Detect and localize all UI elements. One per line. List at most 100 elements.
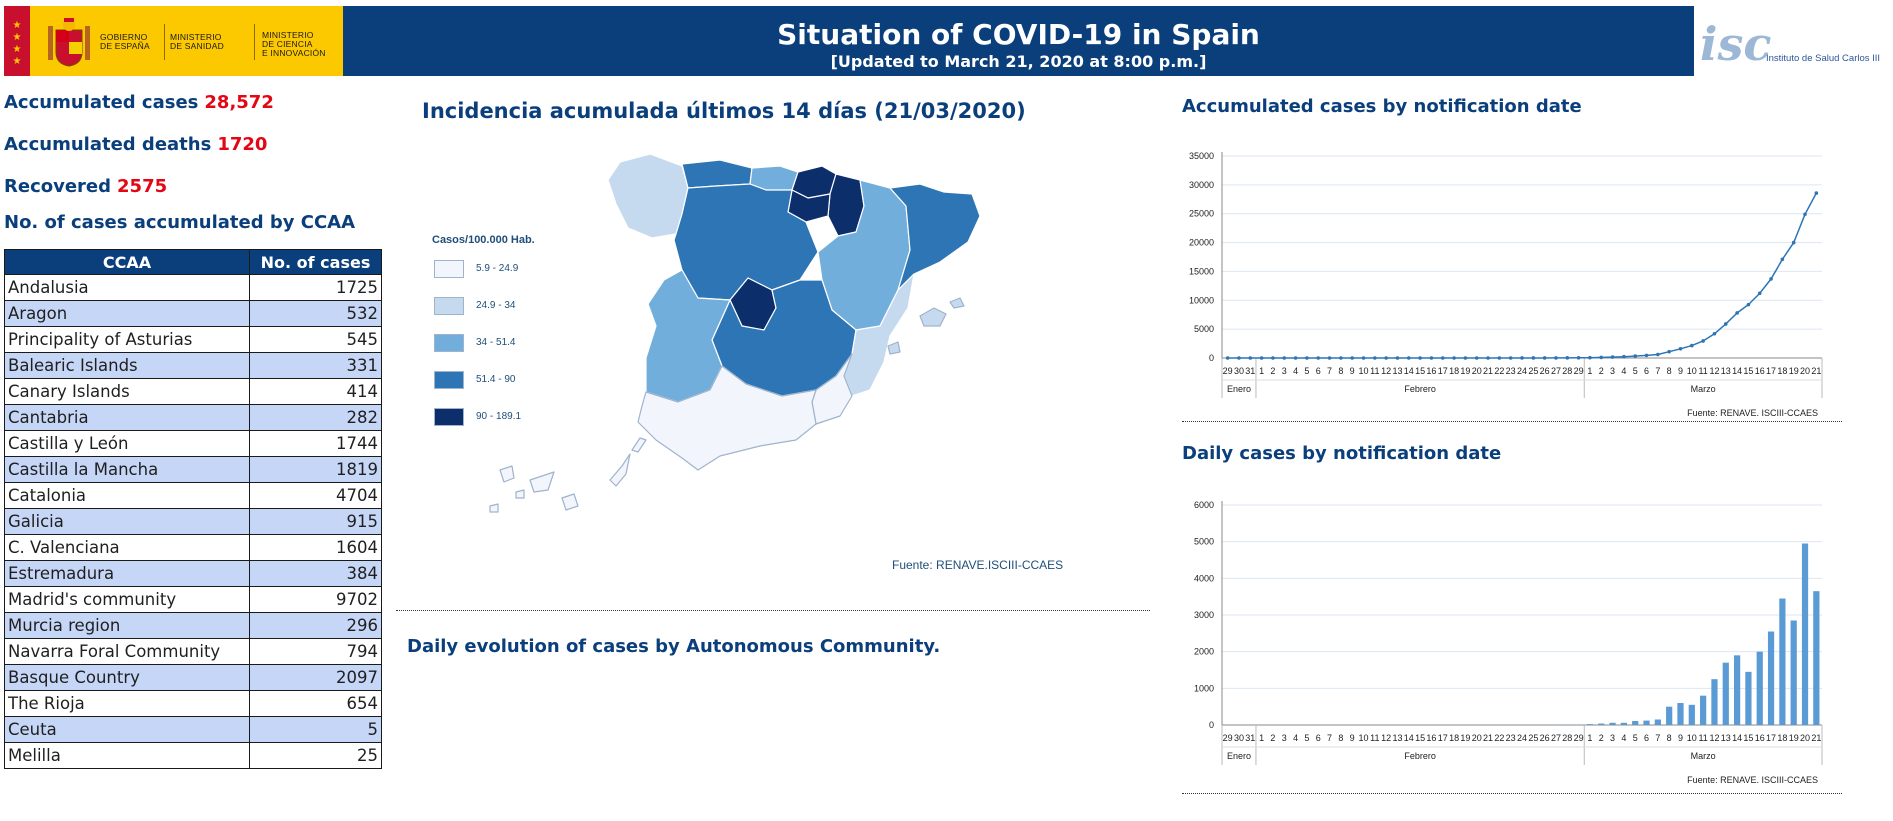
- x-tick-label: 6: [1644, 733, 1649, 743]
- x-tick-label: 31: [1245, 733, 1255, 743]
- data-point: [1712, 331, 1717, 336]
- region-canary-islands: [499, 465, 515, 483]
- data-point: [1373, 356, 1377, 360]
- data-point: [1554, 356, 1558, 360]
- x-tick-label: 23: [1506, 366, 1516, 376]
- bar: [1801, 543, 1809, 725]
- ccaa-cases-cell: 9702: [249, 586, 382, 613]
- header-separator: [164, 24, 165, 60]
- bar: [1767, 631, 1775, 725]
- ccaa-cases-cell: 282: [249, 404, 382, 431]
- y-tick-label: 1000: [1194, 683, 1214, 693]
- ccaa-name-cell: Canary Islands: [4, 378, 250, 405]
- ccaa-name-cell: Ceuta: [4, 716, 250, 743]
- x-tick-label: 3: [1610, 733, 1615, 743]
- data-point: [1814, 191, 1819, 195]
- ccaa-cases-cell: 5: [249, 716, 382, 743]
- data-point: [1588, 355, 1592, 360]
- x-tick-label: 15: [1415, 366, 1425, 376]
- table-row: Basque Country 2097: [4, 664, 382, 691]
- map-legend: Casos/100.000 Hab. 5.9 - 24.9 24.9 - 34 34…: [432, 234, 592, 445]
- x-tick-label: 7: [1655, 733, 1660, 743]
- data-point: [1463, 356, 1468, 360]
- data-point: [1259, 356, 1264, 360]
- x-tick-label: 9: [1350, 733, 1355, 743]
- x-tick-label: 9: [1678, 366, 1683, 376]
- ccaa-cases-cell: 296: [249, 612, 382, 639]
- data-point: [1791, 240, 1796, 245]
- x-tick-label: 2: [1599, 733, 1604, 743]
- accumulated-deaths-stat: Accumulated deaths 1720: [4, 134, 267, 155]
- data-point: [1678, 346, 1683, 351]
- data-point: [1701, 339, 1705, 343]
- divider: [396, 610, 1150, 611]
- bar: [1756, 651, 1763, 725]
- table-row: Castilla y León 1744: [4, 430, 382, 457]
- bar: [1632, 720, 1639, 725]
- x-tick-label: 7: [1327, 733, 1332, 743]
- gov-label-spain: GOBIERNO DE ESPAÑA: [100, 32, 150, 51]
- table-row: Balearic Islands 331: [4, 352, 382, 379]
- legend-items: 5.9 - 24.9 24.9 - 34 34 - 51.4 51.4 - 90 90 …: [432, 260, 592, 445]
- data-point: [1248, 356, 1253, 360]
- x-tick-label: 12: [1709, 366, 1719, 376]
- x-tick-label: 8: [1667, 366, 1672, 376]
- table-row: Andalusia 1725: [4, 274, 382, 301]
- data-point: [1339, 356, 1343, 360]
- x-tick-label: 11: [1370, 366, 1379, 376]
- ccaa-cases-cell: 654: [249, 690, 382, 717]
- bar: [1620, 722, 1627, 725]
- ccaa-name-cell: Cantabria: [4, 404, 250, 431]
- x-tick-label: 10: [1687, 733, 1697, 743]
- table-row: Principality of Asturias 545: [4, 326, 382, 353]
- x-tick-label: 3: [1610, 366, 1615, 376]
- x-tick-label: 17: [1766, 733, 1776, 743]
- region-canary-islands: [515, 489, 525, 499]
- x-tick-label: 24: [1517, 733, 1527, 743]
- x-tick-label: 29: [1574, 366, 1584, 376]
- x-tick-label: 5: [1304, 733, 1309, 743]
- legend-label: 90 - 189.1: [476, 411, 522, 422]
- ccaa-name-cell: Melilla: [4, 742, 250, 769]
- isciii-logo: isc Instituto de Salud Carlos III: [1694, 6, 1893, 76]
- x-tick-label: 12: [1381, 733, 1391, 743]
- bar: [1745, 671, 1752, 725]
- data-point: [1497, 356, 1502, 360]
- divider: [1182, 421, 1842, 422]
- ccaa-cases-cell: 545: [249, 326, 382, 353]
- x-tick-label: 18: [1449, 733, 1459, 743]
- ccaa-cases-cell: 915: [249, 508, 382, 535]
- ccaa-name-cell: Navarra Foral Community: [4, 638, 250, 665]
- divider: [1182, 793, 1842, 794]
- legend-swatch: [434, 297, 464, 315]
- month-label: Febrero: [1404, 751, 1436, 761]
- data-point: [1282, 356, 1287, 360]
- institute-name: Instituto de Salud Carlos III: [1766, 53, 1881, 64]
- x-tick-label: 25: [1528, 366, 1538, 376]
- recovered-label: Recovered: [4, 176, 112, 197]
- x-tick-label: 9: [1350, 366, 1355, 376]
- data-point: [1656, 352, 1660, 357]
- y-tick-label: 0: [1209, 353, 1214, 363]
- x-tick-label: 8: [1667, 733, 1672, 743]
- month-label: Enero: [1227, 751, 1251, 761]
- x-tick-label: 21: [1811, 366, 1821, 376]
- accumulated-cases-label: Accumulated cases: [4, 92, 199, 113]
- y-tick-label: 10000: [1189, 295, 1214, 305]
- table-row: Navarra Foral Community 794: [4, 638, 382, 665]
- bar: [1711, 679, 1718, 725]
- accumulated-cases-value: 28,572: [204, 92, 274, 113]
- government-logo-banner: ★ ★ ★ ★ GOBIERNO DE ESPAÑA MINISTERIO DE SA…: [4, 6, 343, 76]
- table-body: Andalusia 1725 Aragon 532 Principality of As…: [4, 274, 382, 769]
- x-tick-label: 4: [1293, 733, 1298, 743]
- data-point: [1384, 356, 1388, 360]
- ccaa-name-cell: Balearic Islands: [4, 352, 250, 379]
- map-title: Incidencia acumulada últimos 14 días (21…: [422, 99, 1026, 123]
- x-tick-label: 8: [1338, 733, 1343, 743]
- x-tick-label: 12: [1709, 733, 1719, 743]
- legend-label: 34 - 51.4: [476, 337, 516, 348]
- x-tick-label: 27: [1551, 733, 1561, 743]
- x-tick-label: 8: [1338, 366, 1343, 376]
